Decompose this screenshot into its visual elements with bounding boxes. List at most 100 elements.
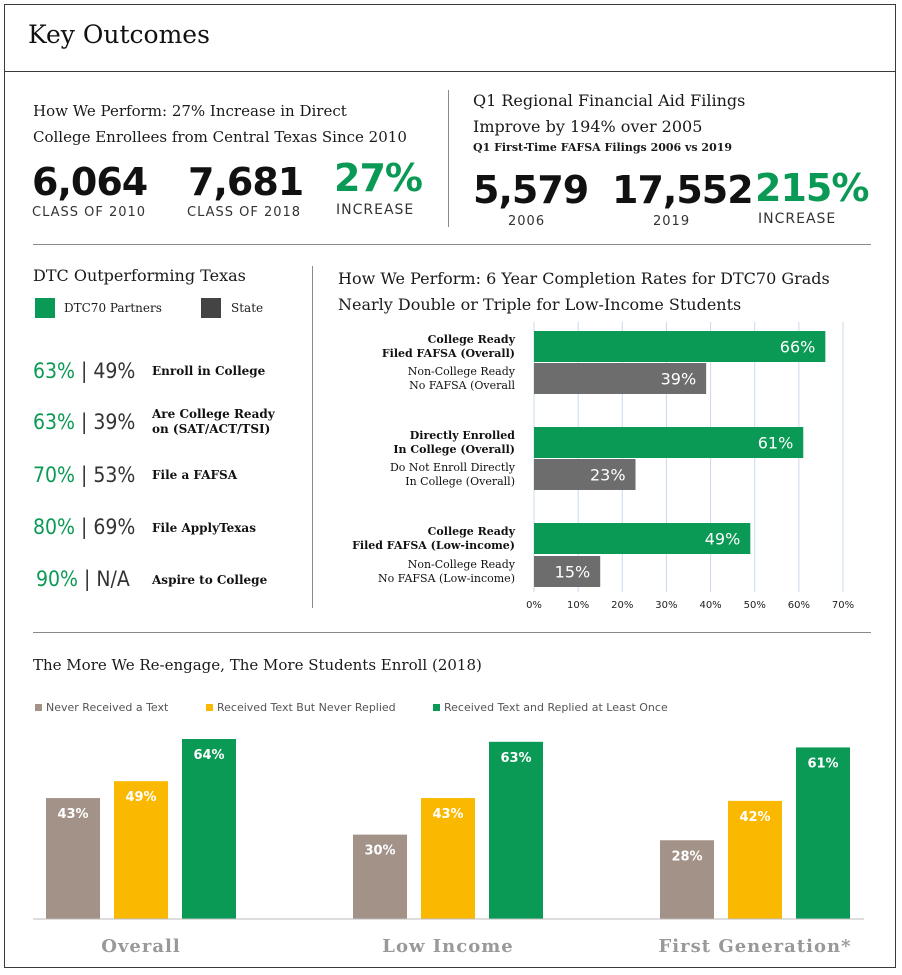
reengage-bar-value: 42% <box>739 810 770 825</box>
state-value: N/A <box>96 567 130 591</box>
stat-label-line2: on (SAT/ACT/TSI) <box>152 422 271 436</box>
completion-bar-label: In College (Overall) <box>393 443 515 456</box>
reengage-bar-value: 49% <box>125 790 156 805</box>
class-2010-label: CLASS OF 2010 <box>32 205 147 220</box>
separator: | <box>81 463 88 487</box>
completion-title-line2: Nearly Double or Triple for Low-Income S… <box>338 295 742 314</box>
class-2010-value: 6,064 <box>32 160 148 204</box>
stat-label-fafsa: File a FAFSA <box>152 468 237 483</box>
x-tick-label: 20% <box>611 600 633 611</box>
completion-bar-label: College Ready <box>428 525 516 538</box>
completion-bar-label: College Ready <box>428 333 516 346</box>
middle-divider-vertical <box>312 266 313 608</box>
state-value: 49% <box>93 359 136 383</box>
completion-bar <box>534 331 826 362</box>
stat-label-applytexas: File ApplyTexas <box>152 521 256 536</box>
separator: | <box>84 567 91 591</box>
completion-bar-value: 39% <box>661 370 697 389</box>
completion-title-line1: How We Perform: 6 Year Completion Rates … <box>338 269 830 288</box>
x-tick-label: 50% <box>744 600 766 611</box>
completion-bar-label: Non-College Ready <box>408 365 516 378</box>
stat-label-line1: Are College Ready <box>152 407 275 421</box>
completion-bar-label: Do Not Enroll Directly <box>390 461 516 474</box>
completion-bar-label: Filed FAFSA (Low-income) <box>352 539 515 552</box>
fafsa-2006-label: 2006 <box>508 214 546 229</box>
stat-row-ready: 63% | 39% <box>33 410 135 434</box>
divider-upper <box>33 244 871 245</box>
separator: | <box>81 359 88 383</box>
state-value: 53% <box>93 463 136 487</box>
separator: | <box>81 515 88 539</box>
legend-swatch <box>35 704 42 711</box>
x-tick-label: 40% <box>699 600 721 611</box>
x-tick-label: 0% <box>526 600 542 611</box>
legend-label-state: State <box>231 301 264 315</box>
completion-rate-chart: 0% 10% 20% 30% 40% 50% 60% 70%66%College ReadyF… <box>352 322 854 611</box>
completion-bar-label: Directly Enrolled <box>410 429 516 442</box>
outcomes-frame <box>4 4 896 968</box>
reengage-bar <box>660 840 714 919</box>
completion-bar-value: 66% <box>780 338 816 357</box>
stat-row-applytexas: 80% | 69% <box>33 515 135 539</box>
category-label: First Generation* <box>659 936 852 957</box>
reengage-bar <box>46 798 100 919</box>
reengage-bar-value: 61% <box>807 756 838 771</box>
stat-label-line1: Enroll in College <box>152 364 266 378</box>
completion-bar-label: In College (Overall) <box>405 475 515 488</box>
completion-bar-value: 23% <box>590 466 626 485</box>
state-value: 39% <box>93 410 136 434</box>
legend-swatch <box>206 704 213 711</box>
reengage-bar-value: 43% <box>57 807 88 822</box>
stat-row-aspire: 90% | N/A <box>36 567 130 591</box>
fafsa-heading-line2: Improve by 194% over 2005 <box>473 117 703 136</box>
reengage-bar <box>728 800 782 919</box>
x-tick-label: 60% <box>788 600 810 611</box>
stat-label-enroll: Enroll in College <box>152 364 265 379</box>
completion-bar <box>534 363 707 394</box>
top-divider-vertical <box>448 90 449 227</box>
completion-bar-value: 15% <box>555 563 591 582</box>
completion-bar <box>534 523 751 554</box>
partner-value: 90% <box>36 567 78 591</box>
reengage-chart: Never Received a Text Received Text But N… <box>33 701 864 957</box>
completion-bar <box>534 427 804 458</box>
reengage-bar <box>114 781 168 919</box>
fafsa-increase-label: INCREASE <box>758 211 837 227</box>
fafsa-subheading: Q1 First-Time FAFSA Filings 2006 vs 2019 <box>473 141 733 154</box>
reengage-bar <box>353 834 407 919</box>
fafsa-2019-label: 2019 <box>653 214 691 229</box>
outperforming-heading: DTC Outperforming Texas <box>33 266 246 285</box>
fafsa-2019-value: 17,552 <box>612 168 754 212</box>
class-2018-value: 7,681 <box>188 160 304 204</box>
legend-label: Received Text and Replied at Least Once <box>444 701 668 714</box>
class-2018-label: CLASS OF 2018 <box>187 205 302 220</box>
reengage-bar <box>421 798 475 919</box>
fafsa-heading: Q1 Regional Financial Aid Filings Improv… <box>473 88 745 140</box>
fafsa-increase-value: 215% <box>755 166 869 210</box>
x-tick-label: 10% <box>567 600 589 611</box>
partner-value: 80% <box>33 515 75 539</box>
completion-bar <box>534 556 601 587</box>
legend-label: Never Received a Text <box>46 701 169 714</box>
legend-label-partners: DTC70 Partners <box>64 301 162 315</box>
reengage-bar <box>796 747 850 919</box>
reengage-bar <box>489 741 543 919</box>
fafsa-2006-value: 5,579 <box>473 168 589 212</box>
stat-label-line1: File ApplyTexas <box>152 521 256 535</box>
stat-label-line1: Aspire to College <box>152 573 268 587</box>
completion-bar-label: Filed FAFSA (Overall) <box>382 347 515 360</box>
page-title: Key Outcomes <box>28 20 210 49</box>
partner-value: 63% <box>33 410 75 434</box>
stat-label-ready: Are College Ready on (SAT/ACT/TSI) <box>152 407 275 437</box>
state-value: 69% <box>93 515 136 539</box>
reengage-bar <box>182 739 236 919</box>
partner-value: 63% <box>33 359 75 383</box>
reengage-bar-value: 63% <box>500 751 531 766</box>
reengage-bar-value: 30% <box>364 844 395 859</box>
x-tick-label: 30% <box>655 600 677 611</box>
completion-bar-value: 49% <box>705 530 741 549</box>
reengage-chart-title: The More We Re-engage, The More Students… <box>33 656 482 674</box>
enrollees-heading-line2: College Enrollees from Central Texas Sin… <box>33 128 407 146</box>
completion-bar-label: No FAFSA (Low-income) <box>378 572 515 585</box>
reengage-bar-value: 64% <box>193 748 224 763</box>
